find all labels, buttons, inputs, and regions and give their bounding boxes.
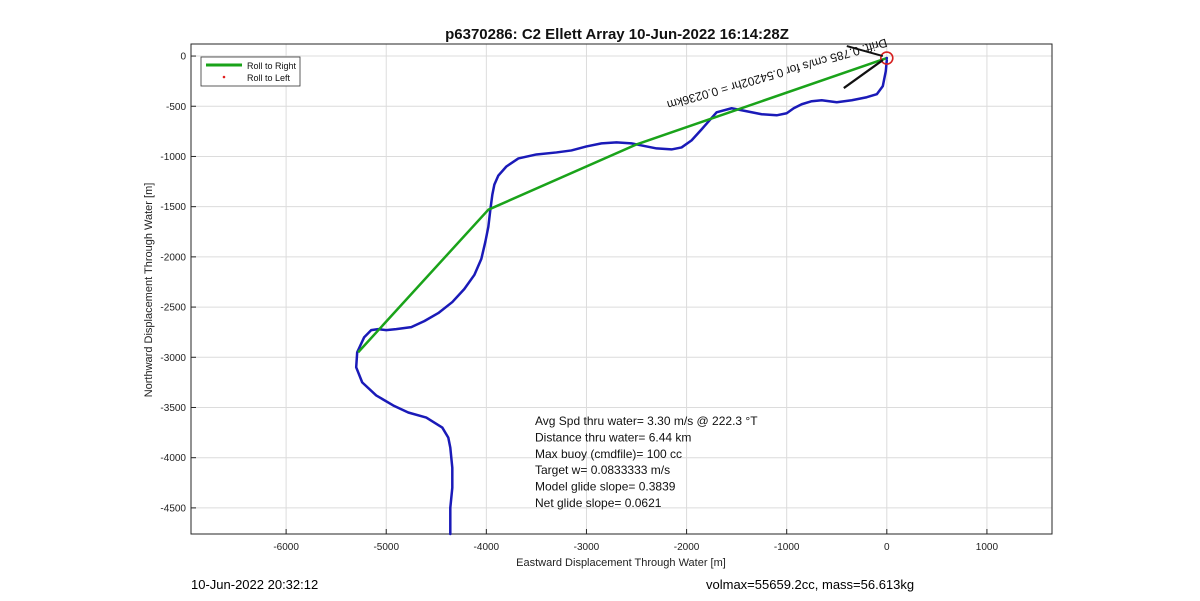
x-tick-label: -1000 xyxy=(774,542,800,553)
annotation-layer: Avg Spd thru water= 3.30 m/s @ 222.3 °T D… xyxy=(535,36,889,510)
x-tick-label: -3000 xyxy=(574,542,600,553)
annotation-text: Target w= 0.0833333 m/s xyxy=(535,463,670,477)
footer-volume-mass: volmax=55659.2cc, mass=56.613kg xyxy=(706,577,915,592)
grid xyxy=(191,44,1052,534)
y-tick-label: -1500 xyxy=(160,202,186,213)
ticks: -6000 -5000 -4000 -3000 -2000 -1000 0 1000 0 -500… xyxy=(160,52,998,553)
y-tick-label: -500 xyxy=(166,102,186,113)
legend-swatch-roll-left xyxy=(222,75,226,79)
plot-area xyxy=(190,43,1053,535)
annotation-text: Model glide slope= 0.3839 xyxy=(535,480,676,494)
y-tick-label: -3000 xyxy=(160,353,186,364)
y-tick-label: -4000 xyxy=(160,453,186,464)
roll-right-series xyxy=(357,56,888,354)
drift-arrow-head xyxy=(846,45,884,58)
x-tick-label: -5000 xyxy=(373,542,399,553)
x-tick-label: -4000 xyxy=(474,542,500,553)
end-marker xyxy=(880,51,894,65)
drift-arrow-shaft xyxy=(843,59,884,89)
x-tick-label: 1000 xyxy=(976,542,999,553)
legend-label-roll-right: Roll to Right xyxy=(247,61,297,71)
y-tick-label: -4500 xyxy=(160,503,186,514)
x-axis-label: Eastward Displacement Through Water [m] xyxy=(516,557,726,569)
annotation-text: Avg Spd thru water= 3.30 m/s @ 222.3 °T xyxy=(535,414,758,428)
legend-box xyxy=(200,56,301,87)
y-tick-label: -2000 xyxy=(160,252,186,263)
x-tick-label: -6000 xyxy=(273,542,299,553)
footer-timestamp: 10-Jun-2022 20:32:12 xyxy=(191,577,319,592)
legend-label-roll-left: Roll to Left xyxy=(247,73,291,83)
x-tick-label: -2000 xyxy=(674,542,700,553)
annotation-text: Net glide slope= 0.0621 xyxy=(535,496,662,510)
legend: Roll to Right Roll to Left xyxy=(200,56,301,87)
annotation-text: Max buoy (cmdfile)= 100 cc xyxy=(535,447,682,461)
x-tick-label: 0 xyxy=(884,542,890,553)
annotation-text: Distance thru water= 6.44 km xyxy=(535,430,691,444)
end-marker-center xyxy=(885,56,889,60)
y-tick-label: -3500 xyxy=(160,403,186,414)
y-axis-label: Northward Displacement Through Water [m] xyxy=(143,183,155,398)
chart-title: p6370286: C2 Ellett Array 10-Jun-2022 16… xyxy=(445,26,789,43)
track-line-series xyxy=(354,58,889,536)
y-tick-label: 0 xyxy=(180,52,186,63)
series-layer xyxy=(354,45,894,536)
y-tick-label: -1000 xyxy=(160,152,186,163)
y-tick-label: -2500 xyxy=(160,303,186,314)
